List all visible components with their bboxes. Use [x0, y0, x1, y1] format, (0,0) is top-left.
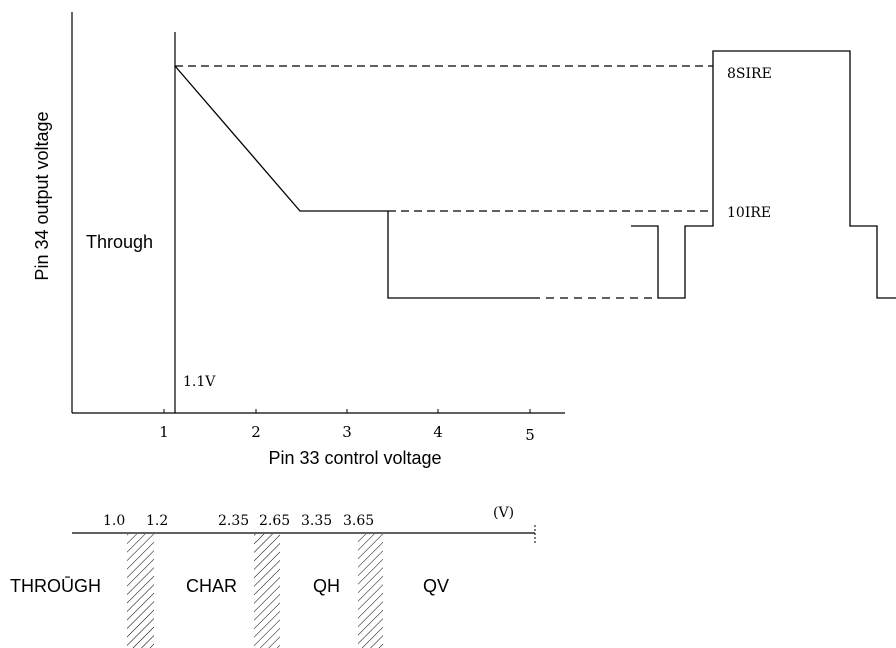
boundary-label-3-35: 3.35 — [301, 513, 332, 529]
x-axis-label: Pin 33 control voltage — [268, 448, 441, 468]
boundary-label-2-35: 2.35 — [218, 513, 249, 529]
hysteresis-band-char-qh — [254, 534, 280, 648]
char-slope-segment — [175, 66, 388, 211]
mode-label-char: CHAR — [186, 576, 237, 596]
threshold-label: 1.1V — [183, 374, 216, 390]
level-88ire-label: 8SIRE — [727, 66, 772, 82]
boundary-label-2-65: 2.65 — [259, 513, 290, 529]
boundary-label-1-0: 1.0 — [103, 513, 125, 529]
hysteresis-band-qh-qv — [358, 534, 383, 648]
mode-label-qv: QV — [423, 576, 449, 596]
boundary-label-3-65: 3.65 — [343, 513, 374, 529]
graph-axes — [72, 12, 565, 413]
mode-scale-unit: (V) — [493, 505, 514, 521]
y-axis-label: Pin 34 output voltage — [32, 111, 52, 280]
qv-pulse-waveform — [631, 51, 896, 298]
boundary-label-1-2: 1.2 — [146, 513, 168, 529]
hysteresis-band-through-char — [127, 534, 154, 648]
through-label: Through — [86, 232, 153, 252]
mode-label-through: THROŪGH — [10, 576, 101, 596]
x-tick-label-1: 1 — [159, 423, 169, 441]
x-tick-label-5: 5 — [525, 426, 535, 444]
response-curve — [175, 51, 896, 298]
level-10ire-label: 10IRE — [727, 205, 771, 221]
x-tick-label-2: 2 — [251, 423, 261, 441]
mode-label-qh: QH — [313, 576, 340, 596]
x-tick-label-4: 4 — [433, 423, 443, 441]
qh-step-segment — [388, 211, 532, 298]
x-tick-label-3: 3 — [342, 423, 352, 441]
